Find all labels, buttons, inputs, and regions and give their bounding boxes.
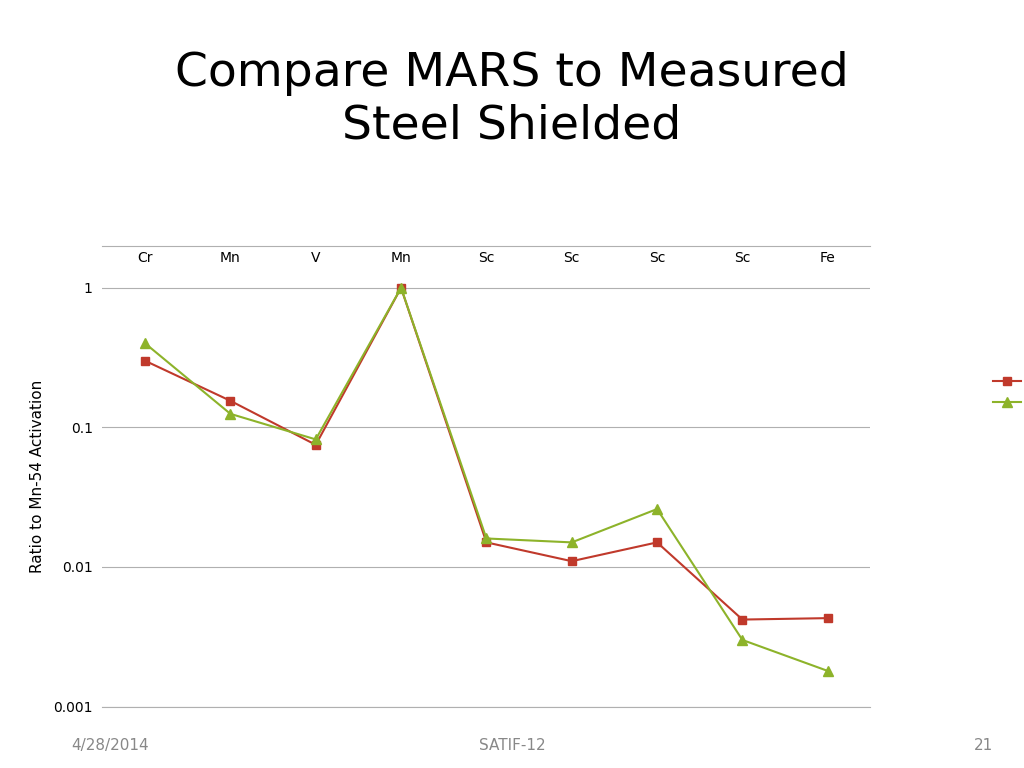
Text: Mn: Mn [220,251,241,265]
Text: Fe: Fe [820,251,836,265]
Text: 21: 21 [974,737,993,753]
Text: Sc: Sc [734,251,751,265]
Text: 4/28/2014: 4/28/2014 [72,737,150,753]
Text: SATIF-12: SATIF-12 [478,737,546,753]
Text: V: V [311,251,321,265]
MARS [736,615,749,624]
MARS [224,396,237,406]
Text: Cr: Cr [137,251,153,265]
MARS [651,538,664,547]
Line: MARS: MARS [141,283,831,624]
Text: Compare MARS to Measured
Steel Shielded: Compare MARS to Measured Steel Shielded [175,51,849,148]
Text: Sc: Sc [649,251,666,265]
MARS [480,538,493,547]
Meas [395,283,408,293]
Meas [565,538,578,547]
MARS [395,283,408,293]
Meas [139,339,152,348]
Meas [309,435,322,444]
Y-axis label: Ratio to Mn-54 Activation: Ratio to Mn-54 Activation [30,379,45,573]
MARS [309,440,322,449]
MARS [821,614,834,623]
Text: Sc: Sc [563,251,580,265]
Line: Meas: Meas [140,283,833,676]
Text: Sc: Sc [478,251,495,265]
Meas [651,505,664,514]
MARS [565,557,578,566]
Meas [480,534,493,543]
Meas [224,409,237,419]
MARS [139,356,152,366]
Meas [736,635,749,644]
Text: Mn: Mn [391,251,412,265]
Meas [821,667,834,676]
Legend: MARS, Meas: MARS, Meas [986,368,1024,417]
